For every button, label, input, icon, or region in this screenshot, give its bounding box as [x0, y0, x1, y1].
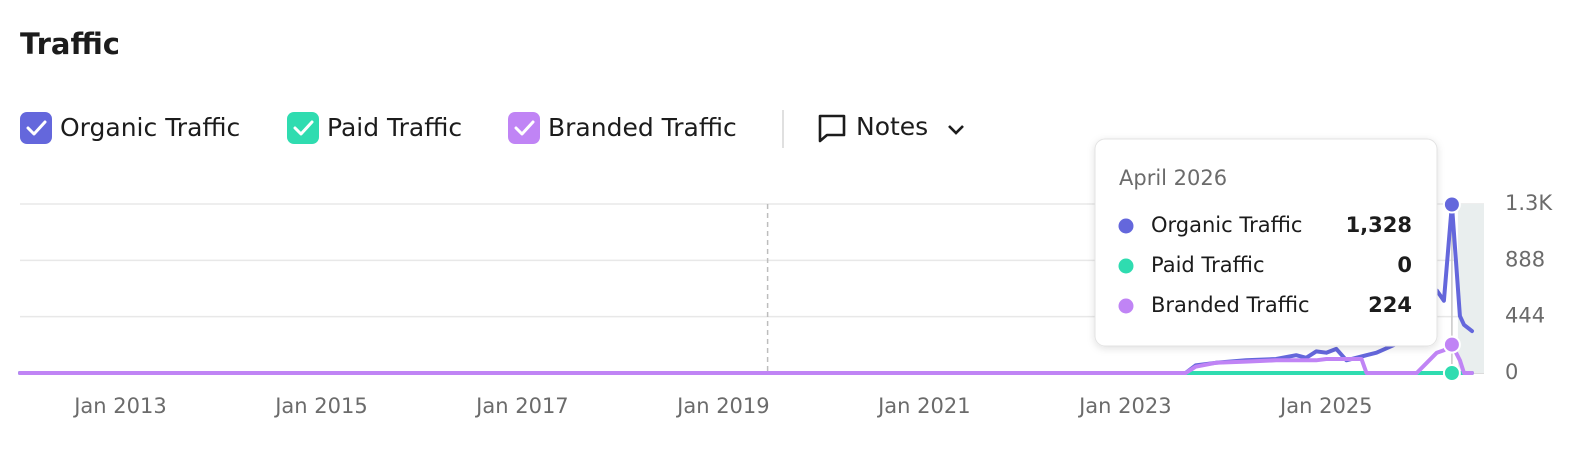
tooltip-value: 0 — [1397, 253, 1412, 277]
y-tick-label: 444 — [1505, 304, 1545, 328]
x-tick-label: Jan 2025 — [1278, 394, 1373, 418]
tooltip: April 2026 Organic Traffic 1,328 Paid Traff… — [1094, 138, 1438, 347]
tooltip-box — [1094, 138, 1438, 347]
notes-icon — [818, 114, 846, 143]
x-tick-label: Jan 2023 — [1077, 394, 1172, 418]
plot: 0 444 888 1.3K Jan 2013 Jan 2015 Jan 2017 Jan 2… — [18, 191, 1553, 418]
hover-point — [1442, 364, 1461, 382]
x-tick-label: Jan 2015 — [273, 394, 368, 418]
tooltip-series: Branded Traffic — [1151, 293, 1310, 317]
x-tick-label: Jan 2021 — [876, 394, 971, 418]
tooltip-series: Organic Traffic — [1151, 213, 1302, 237]
y-tick-label: 0 — [1505, 360, 1518, 384]
legend-label: Paid Traffic — [327, 113, 462, 142]
check — [293, 120, 314, 136]
tooltip-value: 224 — [1368, 293, 1412, 317]
checkbox — [508, 112, 540, 144]
x-tick-label: Jan 2019 — [675, 394, 770, 418]
checkbox — [20, 112, 52, 144]
legend: Organic Traffic Paid Traffic Branded Traff… — [20, 112, 737, 144]
tooltip-value: 1,328 — [1346, 213, 1412, 237]
chevron — [948, 125, 964, 135]
check — [514, 120, 535, 136]
notes-button[interactable]: Notes — [818, 112, 964, 143]
tooltip-dot — [1118, 298, 1134, 314]
hover-band — [1457, 204, 1484, 373]
legend-label: Branded Traffic — [548, 113, 737, 142]
y-tick-label: 1.3K — [1505, 191, 1553, 215]
tooltip-dot — [1118, 258, 1134, 274]
notes-label: Notes — [856, 112, 928, 141]
check — [26, 120, 47, 136]
checkbox — [287, 112, 319, 144]
legend-item[interactable]: Paid Traffic — [287, 112, 462, 144]
legend-item[interactable]: Organic Traffic — [20, 112, 240, 144]
legend-label: Organic Traffic — [60, 113, 240, 142]
tooltip-series: Paid Traffic — [1151, 253, 1265, 277]
hover-point — [1442, 195, 1461, 214]
hover-point — [1442, 335, 1461, 354]
tooltip-title: April 2026 — [1119, 166, 1227, 190]
legend-item[interactable]: Branded Traffic — [508, 112, 737, 144]
x-tick-label: Jan 2013 — [72, 394, 167, 418]
x-tick-label: Jan 2017 — [474, 394, 569, 418]
title: Traffic — [20, 27, 120, 61]
tooltip-dot — [1118, 218, 1134, 234]
y-tick-label: 888 — [1505, 247, 1545, 271]
